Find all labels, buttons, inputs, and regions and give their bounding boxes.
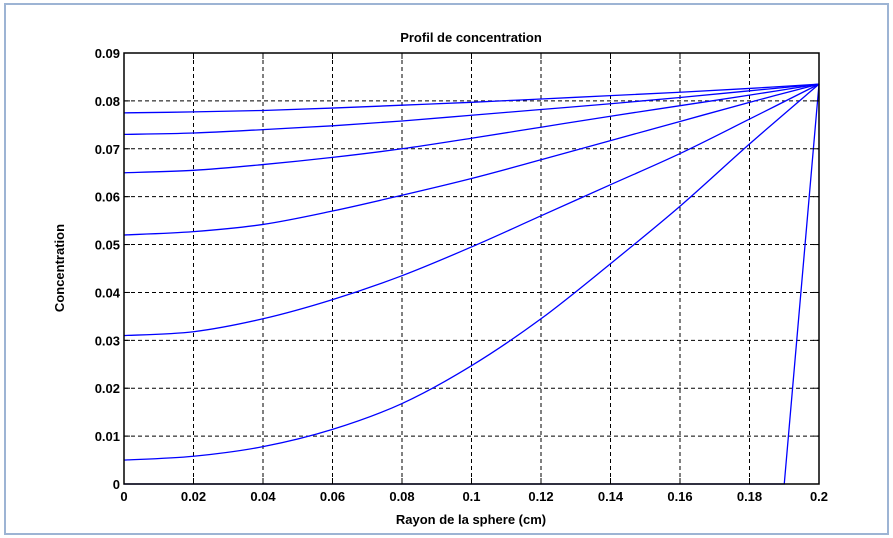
y-tick-label: 0 [113, 477, 120, 492]
chart-title: Profil de concentration [400, 30, 542, 45]
series-group [123, 83, 820, 485]
ticks: 0 0.02 0.04 0.06 0.08 0.1 0.12 0.14 0.16 0.18 0.2 0… [95, 46, 828, 504]
series-line-4 [123, 83, 820, 236]
x-tick-label: 0.2 [810, 489, 828, 504]
y-tick-label: 0.02 [95, 381, 120, 396]
x-tick-label: 0.18 [737, 489, 762, 504]
x-tick-label: 0.14 [598, 489, 624, 504]
figure-window: 0 0.02 0.04 0.06 0.08 0.1 0.12 0.14 0.16 0.18 0.2 0… [4, 3, 889, 535]
series-line-3 [123, 83, 820, 337]
y-tick-label: 0.01 [95, 429, 120, 444]
chart: 0 0.02 0.04 0.06 0.08 0.1 0.12 0.14 0.16 0.18 0.2 0… [52, 30, 828, 527]
series-line-5 [123, 83, 820, 174]
y-axis-label: Concentration [52, 224, 67, 312]
x-tick-label: 0.04 [250, 489, 276, 504]
y-tick-label: 0.09 [95, 46, 120, 61]
x-tick-label: 0.08 [389, 489, 414, 504]
x-tick-label: 0.12 [528, 489, 553, 504]
series-line-7 [123, 83, 820, 114]
grid [124, 53, 819, 484]
y-tick-label: 0.03 [95, 333, 120, 348]
x-tick-label: 0.02 [181, 489, 206, 504]
y-tick-label: 0.07 [95, 142, 120, 157]
y-tick-label: 0.04 [95, 285, 121, 300]
x-tick-label: 0 [120, 489, 127, 504]
series-line-2 [123, 83, 820, 461]
x-tick-label: 0.06 [320, 489, 345, 504]
y-tick-label: 0.08 [95, 94, 120, 109]
x-axis-label: Rayon de la sphere (cm) [396, 512, 546, 527]
y-tick-label: 0.06 [95, 190, 120, 205]
x-tick-label: 0.16 [667, 489, 692, 504]
series-line-6 [123, 83, 820, 136]
y-tick-label: 0.05 [95, 238, 120, 253]
x-tick-label: 0.1 [462, 489, 480, 504]
